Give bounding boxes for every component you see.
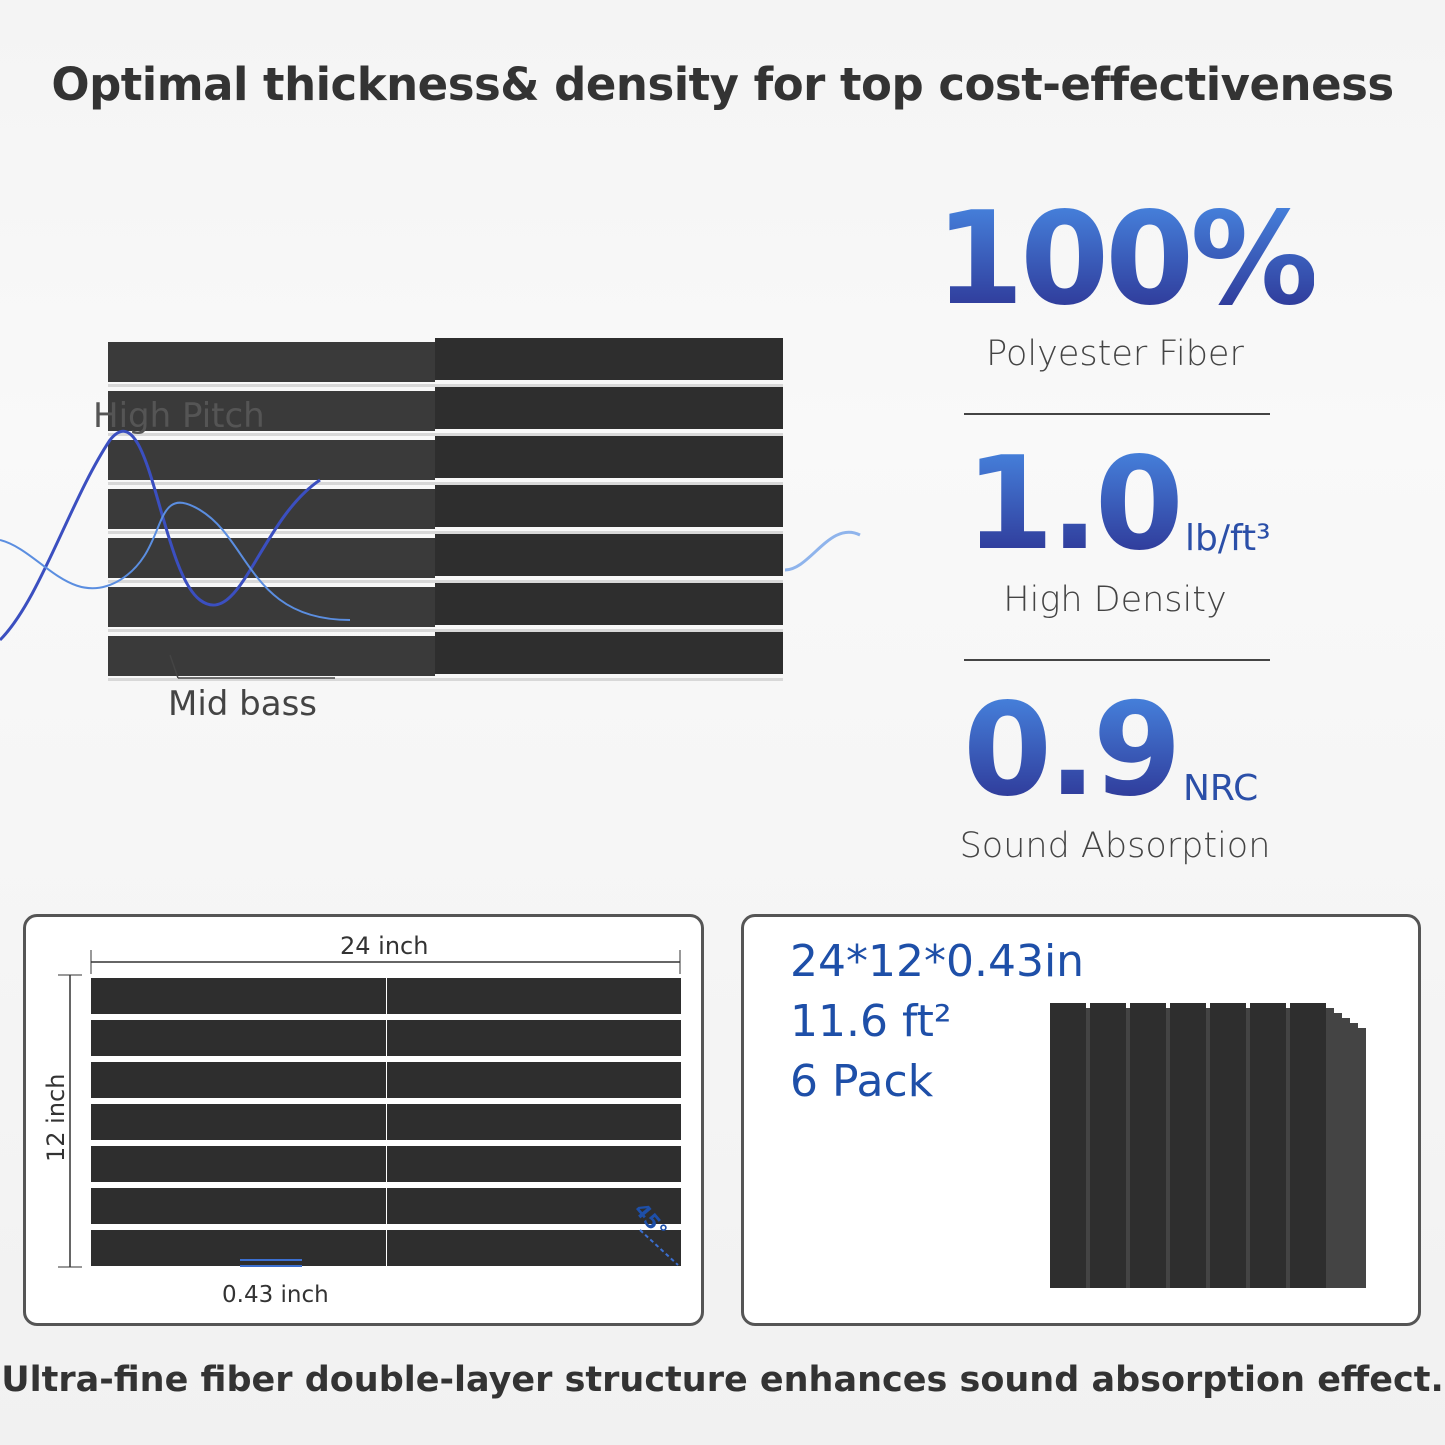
area-spec: 11.6 ft² <box>790 996 952 1047</box>
panel-strip <box>387 1104 681 1140</box>
panel-gap <box>108 433 783 436</box>
mid-bass-label: Mid bass <box>168 684 318 724</box>
panel-slab <box>435 338 783 380</box>
mid-bass-wave <box>0 501 351 621</box>
panel-strip <box>387 1020 681 1056</box>
size-spec: 24*12*0.43in <box>790 936 1085 987</box>
nrc-label: Sound Absorption <box>959 826 1271 866</box>
panel-slab <box>435 534 783 576</box>
fiber-percent: 100% <box>935 185 1318 334</box>
panel-strip <box>387 1188 681 1224</box>
panel-slab-side <box>108 440 435 480</box>
panel-slab <box>435 485 783 527</box>
panel-slab-side <box>108 489 435 529</box>
panel-gap <box>108 580 783 583</box>
fiber-label: Polyester Fiber <box>986 334 1244 374</box>
pack-spec: 6 Pack <box>790 1056 934 1107</box>
density-unit: lb/ft³ <box>1185 518 1271 559</box>
panel-strip <box>387 1146 681 1182</box>
panel-strip <box>387 1230 681 1266</box>
panel-slab <box>435 632 783 674</box>
dimension-drawing <box>58 950 681 1268</box>
panel-stack-illustration <box>0 338 861 681</box>
panel-gap <box>108 531 783 534</box>
panel-strip <box>91 1188 386 1224</box>
panel-strip <box>91 1230 386 1266</box>
panel-slab-side <box>108 636 435 676</box>
pack-panel-strip <box>1250 1003 1286 1288</box>
pack-panel-strip <box>1090 1003 1126 1288</box>
thickness-label: 0.43 inch <box>222 1282 329 1308</box>
panel-slab-side <box>108 342 435 382</box>
pack-panel-strip <box>1290 1003 1326 1288</box>
headline: Optimal thickness& density for top cost-… <box>51 58 1394 111</box>
nrc-unit: NRC <box>1183 768 1259 809</box>
nrc-value: 0.9 <box>963 676 1182 825</box>
panel-slab-side <box>108 538 435 578</box>
caption: Ultra-fine fiber double-layer structure … <box>1 1360 1444 1400</box>
panel-gap <box>108 482 783 485</box>
height-label: 12 inch <box>42 1073 70 1162</box>
panel-slab <box>435 583 783 625</box>
pack-panel-strip <box>1210 1003 1246 1288</box>
panel-strip <box>91 978 386 1014</box>
width-label: 24 inch <box>340 932 429 960</box>
panel-gap <box>108 629 783 632</box>
pack-panel-strip <box>1130 1003 1166 1288</box>
panel-strip <box>91 1104 386 1140</box>
divider <box>964 413 1270 415</box>
density-label: High Density <box>1003 580 1227 620</box>
panel-slab <box>435 436 783 478</box>
panel-slab-side <box>108 391 435 431</box>
divider <box>964 659 1270 661</box>
panel-strip <box>387 1062 681 1098</box>
pack-panel-strip <box>1050 1003 1086 1288</box>
high-pitch-label: High Pitch <box>93 396 265 436</box>
panel-gap <box>108 384 783 387</box>
panel-slab <box>435 387 783 429</box>
density-value: 1.0 <box>965 430 1184 579</box>
panel-strip <box>91 1020 386 1056</box>
six-pack-illustration <box>1050 1003 1366 1288</box>
transmitted-wave <box>784 530 861 572</box>
panel-strip <box>387 978 681 1014</box>
pack-panel-strip <box>1170 1003 1206 1288</box>
panel-strip <box>91 1062 386 1098</box>
panel-strip <box>91 1146 386 1182</box>
panel-gap <box>108 678 783 681</box>
